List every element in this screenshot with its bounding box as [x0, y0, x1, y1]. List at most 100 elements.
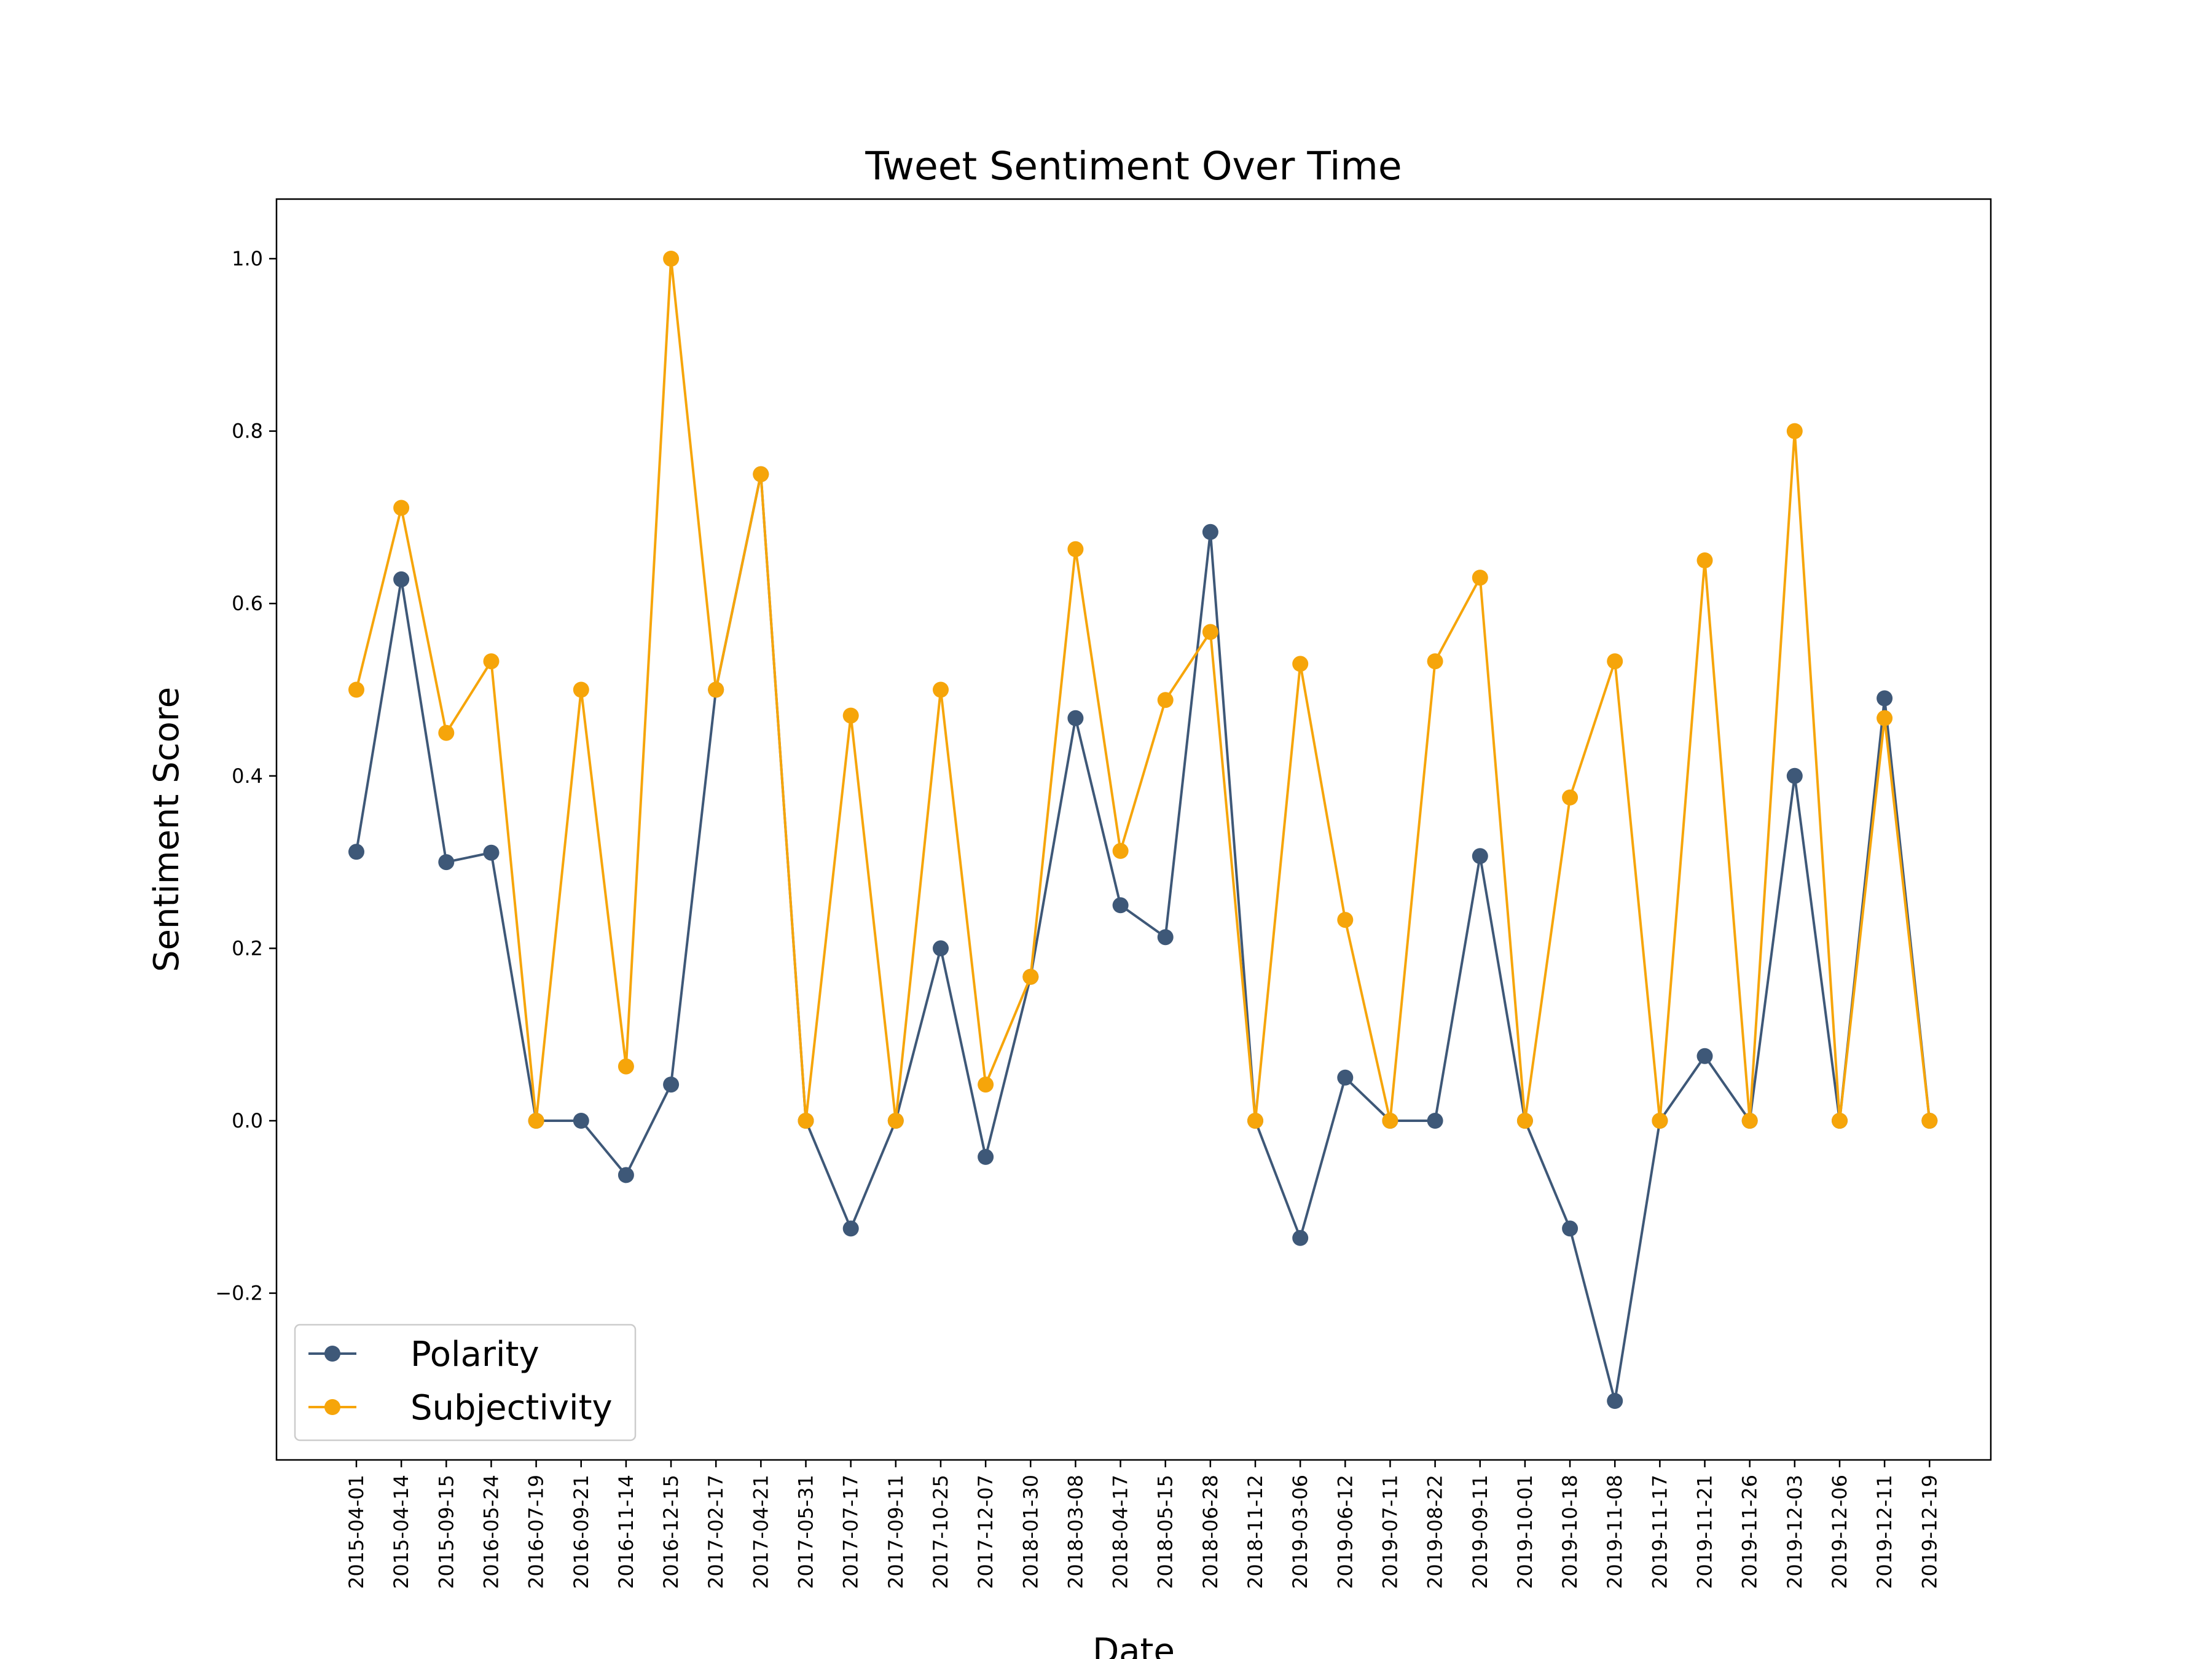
- x-axis: 2015-04-01 2015-04-14 2015-09-15 2016-05-24…: [345, 1460, 1941, 1589]
- data-point-polarity: [1157, 929, 1174, 946]
- data-point-subjectivity: [663, 251, 680, 267]
- y-tick-label: 0.4: [232, 764, 263, 788]
- x-tick-label: 2019-09-11: [1469, 1475, 1492, 1589]
- legend-subjectivity-label: Subjectivity: [410, 1388, 613, 1428]
- data-point-subjectivity: [393, 500, 410, 516]
- data-point-polarity: [1427, 1113, 1443, 1129]
- series-line-subjectivity: [355, 257, 1931, 1122]
- x-tick-label: 2019-06-12: [1333, 1475, 1357, 1589]
- x-tick-label: 2015-09-15: [434, 1475, 458, 1589]
- data-point-subjectivity: [1696, 552, 1713, 568]
- y-tick-label: 1.0: [232, 247, 263, 270]
- legend-polarity-label: Polarity: [410, 1335, 539, 1375]
- x-tick-label: 2018-04-17: [1109, 1475, 1132, 1589]
- data-point-subjectivity: [1157, 692, 1174, 708]
- x-tick-label: 2019-12-06: [1828, 1475, 1851, 1589]
- data-point-subjectivity: [753, 466, 769, 482]
- data-point-subjectivity: [348, 681, 364, 698]
- y-tick-label: 0.6: [232, 592, 263, 615]
- chart-title: Tweet Sentiment Over Time: [865, 144, 1402, 189]
- data-point-subjectivity: [933, 681, 949, 698]
- data-point-subjectivity: [887, 1113, 904, 1129]
- data-point-subjectivity: [1022, 968, 1039, 985]
- x-tick-label: 2017-10-25: [929, 1475, 952, 1589]
- x-tick-label: 2018-05-15: [1154, 1475, 1177, 1589]
- data-point-subjectivity: [1786, 423, 1803, 439]
- data-point-subjectivity: [573, 681, 589, 698]
- data-point-subjectivity: [1067, 541, 1084, 557]
- data-point-subjectivity: [798, 1113, 814, 1129]
- data-point-polarity: [1472, 848, 1488, 865]
- series-layer: [348, 251, 1938, 1409]
- y-tick-label: −0.2: [215, 1282, 263, 1305]
- x-tick-label: 2017-09-11: [884, 1475, 908, 1589]
- data-point-subjectivity: [1292, 656, 1309, 672]
- x-tick-label: 2018-01-30: [1019, 1475, 1042, 1589]
- data-point-polarity: [1292, 1230, 1309, 1246]
- data-point-subjectivity: [1382, 1113, 1398, 1129]
- data-point-polarity: [348, 844, 364, 860]
- x-tick-label: 2019-12-19: [1918, 1475, 1941, 1589]
- x-tick-label: 2017-07-17: [839, 1475, 863, 1589]
- y-axis-label: Sentiment Score: [147, 687, 187, 972]
- plot-frame: [275, 198, 1992, 1461]
- legend: Polarity Subjectivity: [294, 1324, 637, 1441]
- data-point-subjectivity: [1427, 653, 1443, 670]
- x-tick-label: 2019-12-03: [1783, 1475, 1806, 1589]
- data-point-subjectivity: [1472, 570, 1488, 586]
- x-tick-label: 2019-12-11: [1873, 1475, 1896, 1589]
- y-tick-label: 0.0: [232, 1109, 263, 1132]
- x-tick-label: 2019-10-18: [1558, 1475, 1582, 1589]
- data-point-polarity: [618, 1167, 634, 1183]
- data-point-subjectivity: [1832, 1113, 1848, 1129]
- x-tick-label: 2017-04-21: [749, 1475, 772, 1589]
- data-point-subjectivity: [1202, 624, 1218, 640]
- data-point-subjectivity: [1562, 789, 1579, 806]
- x-tick-label: 2017-02-17: [704, 1475, 728, 1589]
- x-tick-label: 2016-07-19: [525, 1475, 548, 1589]
- x-tick-label: 2016-12-15: [659, 1475, 683, 1589]
- data-point-subjectivity: [438, 724, 455, 741]
- x-tick-label: 2018-11-12: [1244, 1475, 1267, 1589]
- series-line-polarity: [355, 473, 1931, 1402]
- data-point-polarity: [1607, 1393, 1623, 1409]
- data-point-polarity: [933, 940, 949, 957]
- data-point-polarity: [483, 844, 500, 861]
- x-tick-label: 2016-11-14: [614, 1475, 638, 1589]
- data-point-subjectivity: [1877, 710, 1893, 726]
- data-point-polarity: [663, 1077, 680, 1093]
- data-point-polarity: [1202, 524, 1218, 540]
- data-point-polarity: [978, 1148, 994, 1165]
- data-point-subjectivity: [1607, 653, 1623, 670]
- x-tick-label: 2019-11-26: [1738, 1475, 1762, 1589]
- x-tick-label: 2016-05-24: [479, 1475, 503, 1589]
- data-point-subjectivity: [618, 1058, 634, 1075]
- data-point-subjectivity: [978, 1077, 994, 1093]
- x-tick-label: 2017-12-07: [974, 1475, 997, 1589]
- data-point-polarity: [1786, 767, 1803, 784]
- data-point-polarity: [393, 571, 410, 587]
- data-point-subjectivity: [1516, 1113, 1533, 1129]
- x-axis-label: Date: [1092, 1631, 1175, 1659]
- legend-box: [294, 1324, 637, 1441]
- data-point-polarity: [1562, 1220, 1579, 1237]
- series-subjectivity: [348, 251, 1938, 1129]
- x-tick-label: 2016-09-21: [570, 1475, 593, 1589]
- x-tick-label: 2019-03-06: [1288, 1475, 1312, 1589]
- y-tick-label: 0.8: [232, 420, 263, 443]
- data-point-subjectivity: [528, 1113, 544, 1129]
- data-point-subjectivity: [842, 707, 859, 724]
- x-tick-label: 2017-05-31: [794, 1475, 818, 1589]
- x-tick-label: 2018-06-28: [1199, 1475, 1222, 1589]
- x-tick-label: 2019-08-22: [1424, 1475, 1447, 1589]
- data-point-subjectivity: [1741, 1113, 1758, 1129]
- legend-polarity-marker: [324, 1346, 340, 1362]
- y-tick-label: 0.2: [232, 936, 263, 960]
- data-point-subjectivity: [1652, 1113, 1668, 1129]
- data-point-polarity: [1067, 710, 1084, 726]
- x-tick-label: 2019-11-21: [1693, 1475, 1717, 1589]
- data-point-polarity: [1337, 1069, 1354, 1086]
- data-point-polarity: [573, 1113, 589, 1129]
- data-point-polarity: [1877, 690, 1893, 707]
